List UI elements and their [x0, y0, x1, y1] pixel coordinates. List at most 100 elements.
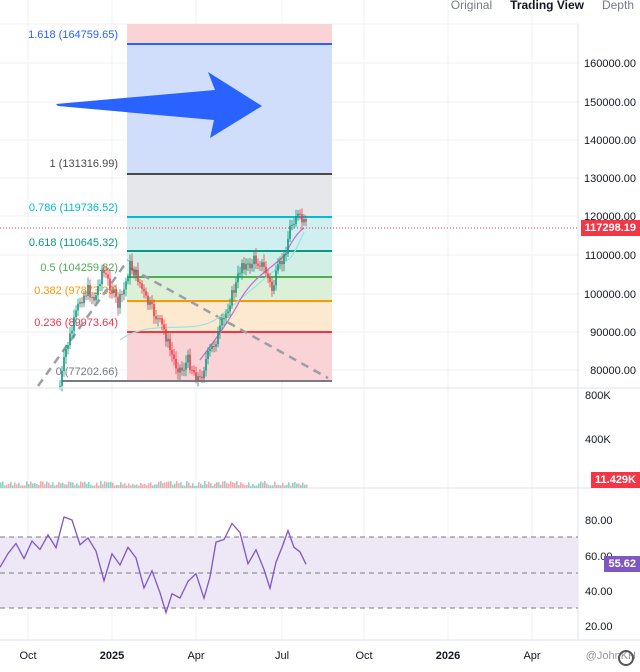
- candle-body: [193, 370, 195, 373]
- candle-body: [189, 354, 191, 370]
- candle-body: [145, 291, 147, 296]
- volume-bar: [292, 482, 294, 488]
- rsi-tick: 40.00: [585, 586, 613, 598]
- candle-body: [229, 305, 231, 312]
- candle-body: [291, 224, 293, 226]
- volume-bar: [192, 483, 194, 488]
- tab-original[interactable]: Original: [450, 0, 493, 12]
- volume-bar: [62, 482, 64, 488]
- volume-bar: [38, 484, 40, 488]
- candle-body: [77, 303, 79, 311]
- candle-body: [197, 376, 199, 381]
- candle-body: [73, 317, 75, 331]
- candle-body: [135, 269, 137, 276]
- fib-labels: 1.618 (164759.65) 1 (131316.99) 0.786 (1…: [28, 29, 118, 378]
- rsi-tick: 20.00: [585, 621, 613, 633]
- candle-body: [191, 369, 193, 371]
- time-tick: 2025: [100, 650, 124, 662]
- volume-bar: [64, 484, 66, 488]
- volume-bar: [34, 483, 36, 488]
- volume-axis[interactable]: 800K 400K: [585, 390, 611, 446]
- volume-bar: [288, 482, 290, 488]
- volume-bar: [130, 485, 132, 488]
- candle-body: [165, 329, 167, 342]
- candle-body: [111, 290, 113, 293]
- time-axis[interactable]: Oct 2025 Apr Jul Oct 2026 Apr: [19, 650, 540, 662]
- chart-view-tabs: Original Trading View Depth: [451, 0, 634, 14]
- volume-bar: [216, 482, 218, 488]
- volume-bar: [36, 484, 38, 488]
- fib-label-0382: 0.382 (97873.33): [34, 285, 118, 297]
- volume-bar: [154, 484, 156, 488]
- candle-body: [123, 289, 125, 295]
- candle-body: [115, 289, 117, 297]
- volume-bar: [218, 482, 220, 488]
- candle-body: [185, 362, 187, 370]
- volume-bar: [92, 485, 94, 488]
- candle-body: [203, 370, 205, 379]
- volume-bar: [118, 485, 120, 488]
- volume-bar: [110, 481, 112, 488]
- volume-bar: [116, 485, 118, 488]
- candle-body: [83, 295, 85, 304]
- candle-body: [249, 263, 251, 269]
- candle-body: [61, 370, 63, 386]
- settings-gear-icon[interactable]: [618, 650, 634, 666]
- volume-bar: [96, 482, 98, 488]
- tab-trading-view[interactable]: Trading View: [510, 0, 584, 12]
- fib-label-05: 0.5 (104259.82): [40, 262, 118, 274]
- candle-body: [179, 367, 181, 373]
- candle-body: [181, 367, 183, 371]
- volume-tick: 400K: [585, 434, 611, 446]
- candle-body: [149, 301, 151, 305]
- candle-body: [265, 266, 267, 274]
- volume-bar: [266, 483, 268, 488]
- candle-body: [129, 260, 131, 279]
- volume-bar: [144, 483, 146, 488]
- trend-lines[interactable]: [36, 259, 329, 387]
- candle-body: [155, 316, 157, 320]
- volume-bar: [162, 482, 164, 488]
- volume-bar: [222, 481, 224, 488]
- volume-bar: [202, 485, 204, 488]
- volume-bar: [74, 485, 76, 488]
- volume-bar: [212, 485, 214, 488]
- volume-bar: [114, 485, 116, 488]
- candle-body: [69, 333, 71, 346]
- fib-label-0786: 0.786 (119736.52): [29, 202, 118, 214]
- candle-body: [233, 290, 235, 293]
- candle-body: [255, 255, 257, 264]
- candle-body: [103, 269, 105, 274]
- candle-body: [231, 290, 233, 306]
- rsi-pane: [0, 536, 578, 609]
- candle-body: [117, 296, 119, 308]
- volume-bar: [22, 485, 24, 488]
- volume-bar: [284, 485, 286, 488]
- volume-bar: [90, 484, 92, 488]
- candle-body: [163, 324, 165, 330]
- volume-bar: [20, 485, 22, 488]
- candle-body: [239, 273, 241, 275]
- volume-bar: [18, 482, 20, 488]
- candle-body: [261, 262, 263, 267]
- volume-bar: [98, 485, 100, 488]
- tab-depth[interactable]: Depth: [601, 0, 634, 12]
- volume-bar: [230, 481, 232, 488]
- volume-bar: [298, 483, 300, 488]
- candle-body: [301, 214, 303, 223]
- time-tick: 2026: [436, 650, 460, 662]
- volume-bar: [100, 481, 102, 488]
- volume-bar: [24, 485, 26, 488]
- candle-body: [63, 356, 65, 371]
- volume-bar: [48, 482, 50, 488]
- arrow-annotation[interactable]: [56, 72, 262, 138]
- candle-body: [303, 219, 305, 223]
- candle-body: [167, 338, 169, 342]
- price-axis[interactable]: 160000.00 150000.00 140000.00 130000.00 …: [577, 24, 636, 640]
- candle-body: [113, 289, 115, 293]
- rsi-axis[interactable]: 80.00 60.00 40.00 20.00: [585, 515, 613, 633]
- volume-bar: [16, 484, 18, 488]
- candle-body: [221, 319, 223, 326]
- volume-bar: [54, 485, 56, 488]
